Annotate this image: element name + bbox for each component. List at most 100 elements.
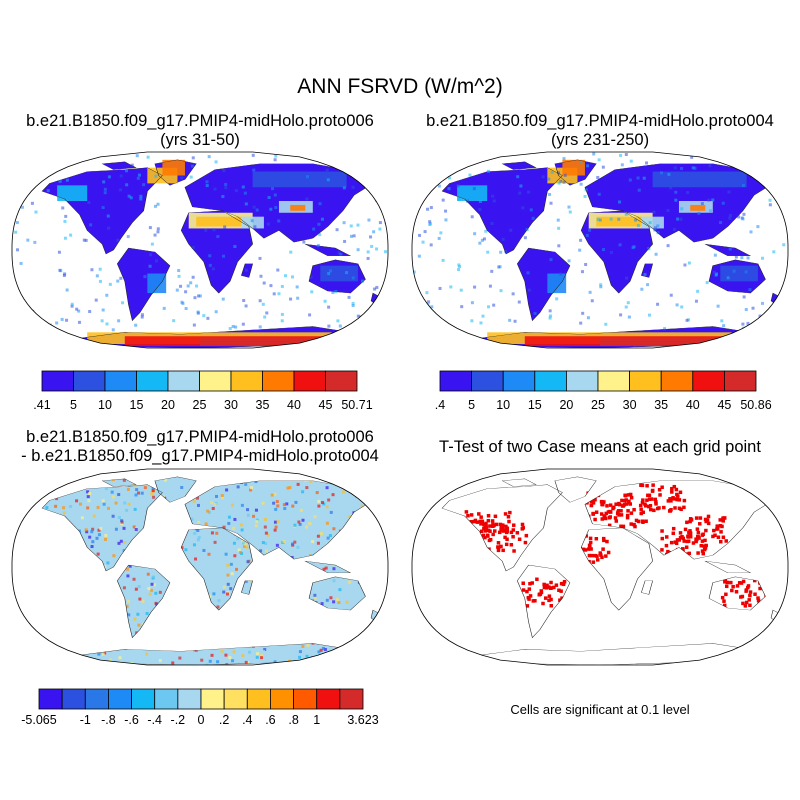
field-patch [252,171,347,188]
colorbar-box [293,688,318,710]
field-patch [57,185,88,201]
colorbar-box [629,370,662,392]
colorbar-box [534,370,567,392]
colorbar-box [339,688,364,710]
colorbar-box [692,370,725,392]
land-fill [42,159,381,348]
colorbar-box [316,688,341,710]
field-patch [562,159,585,176]
colorbar-tick-label: 45 [717,398,731,412]
colorbar-tick-label: 5 [70,398,77,412]
colorbar-tick-label: 25 [591,398,605,412]
field-patch [196,216,242,227]
panel-2-title-line1: b.e21.B1850.f09_g17.PMIP4-midHolo.proto0… [426,112,774,130]
panel-2-title-line2: (yrs 231-250) [550,131,650,149]
colorbar-1: .41 5 10 15 20 25 30 35 40 45 50.71 [33,370,373,412]
colorbar-tick-label: 30 [623,398,637,412]
colorbar-tick-label: 15 [528,398,542,412]
colorbar-tick-label: .4 [242,713,252,727]
colorbar-tick-label: 40 [287,398,301,412]
colorbar-box [200,688,225,710]
field-patch [652,171,747,188]
colorbar-box [597,370,631,392]
colorbar-box [223,688,248,710]
map-panel-3 [11,468,389,666]
panel-1-title: b.e21.B1850.f09_g17.PMIP4-midHolo.proto0… [10,112,390,150]
colorbar-box [660,370,694,392]
colorbar-tick-label: -.2 [171,713,186,727]
colorbar-box [199,370,232,392]
colorbar-tick-label: 50.86 [740,398,771,412]
field-patch [290,204,306,211]
panel-3-title-line1: b.e21.B1850.f09_g17.PMIP4-midHolo.proto0… [26,428,374,446]
colorbar-tick-label: 35 [654,398,668,412]
colorbar-tick-label: -.4 [147,713,162,727]
field-speckle [12,152,388,332]
colorbar-box [230,370,263,392]
colorbar-tick-label: 40 [686,398,700,412]
colorbar-box [246,688,271,710]
colorbar-tick-label: .8 [288,713,298,727]
panel-1-title-line2: (yrs 31-50) [160,131,240,149]
colorbar-box [177,688,202,710]
field-patch [162,159,185,176]
field-patch [641,216,664,229]
colorbar-box [154,688,179,710]
ocean-mask [412,469,788,665]
panel-1-title-line1: b.e21.B1850.f09_g17.PMIP4-midHolo.proto0… [26,112,374,130]
colorbar-tick-label: 50.71 [341,398,372,412]
colorbar-box [108,688,132,710]
colorbar-box [566,370,599,392]
colorbar-box [262,370,295,392]
map-border [411,151,789,349]
panel-4-title: T-Test of two Case means at each grid po… [410,438,790,457]
map-panel-1 [11,151,389,349]
map-border [11,151,389,349]
map-panel-4 [411,468,789,666]
colorbar-box [84,688,109,710]
colorbar-tick-label: .41 [33,398,50,412]
panel-3-title-line2: - b.e21.B1850.f09_g17.PMIP4-midHolo.prot… [21,447,379,465]
colorbar-box [724,370,757,392]
colorbar-2: .4 5 10 15 20 25 30 35 40 45 50.86 [435,370,772,412]
colorbar-tick-label: .6 [265,713,275,727]
colorbar-tick-label: 20 [161,398,175,412]
colorbar-tick-label: .4 [435,398,445,412]
field-patch [241,216,264,229]
colorbar-box [270,688,294,710]
colorbar-box [131,688,156,710]
colorbar-tick-label: 10 [496,398,510,412]
colorbar-box [471,370,504,392]
colorbar-tick-label: -1 [80,713,91,727]
colorbar-box [136,370,169,392]
colorbar-tick-label: .2 [219,713,229,727]
colorbar-box [73,370,106,392]
colorbar-tick-label: -5.065 [21,713,56,727]
colorbar-tick-label: 0 [198,713,205,727]
field-patch [147,273,167,294]
field-patch [720,265,758,282]
panel-3-title: b.e21.B1850.f09_g17.PMIP4-midHolo.proto0… [10,428,390,466]
ocean-mask [12,469,388,665]
panel-4-title-line1: T-Test of two Case means at each grid po… [439,438,761,456]
colorbar-tick-label: 1 [313,713,320,727]
colorbar-3: -5.065 -1 -.8 -.6 -.4 -.2 0 .2 .4 .6 .8 1 3.623 [21,688,379,727]
colorbar-tick-label: -.6 [124,713,139,727]
colorbar-tick-label: 15 [130,398,144,412]
field-patch [200,338,313,347]
colorbar-tick-label: 3.623 [347,713,378,727]
colorbar-tick-label: 5 [468,398,475,412]
colorbar-box [167,370,200,392]
field-patch [596,216,642,227]
map-panel-2 [411,151,789,349]
colorbar-box [502,370,536,392]
colorbar-tick-label: 35 [256,398,270,412]
panel-2-title: b.e21.B1850.f09_g17.PMIP4-midHolo.proto0… [410,112,790,150]
colorbar-tick-label: 10 [98,398,112,412]
colorbar-box [325,370,358,392]
colorbar-tick-label: 25 [193,398,207,412]
figure-title: ANN FSRVD (W/m^2) [297,75,503,98]
field-patch [547,273,567,294]
colorbar-box [293,370,326,392]
